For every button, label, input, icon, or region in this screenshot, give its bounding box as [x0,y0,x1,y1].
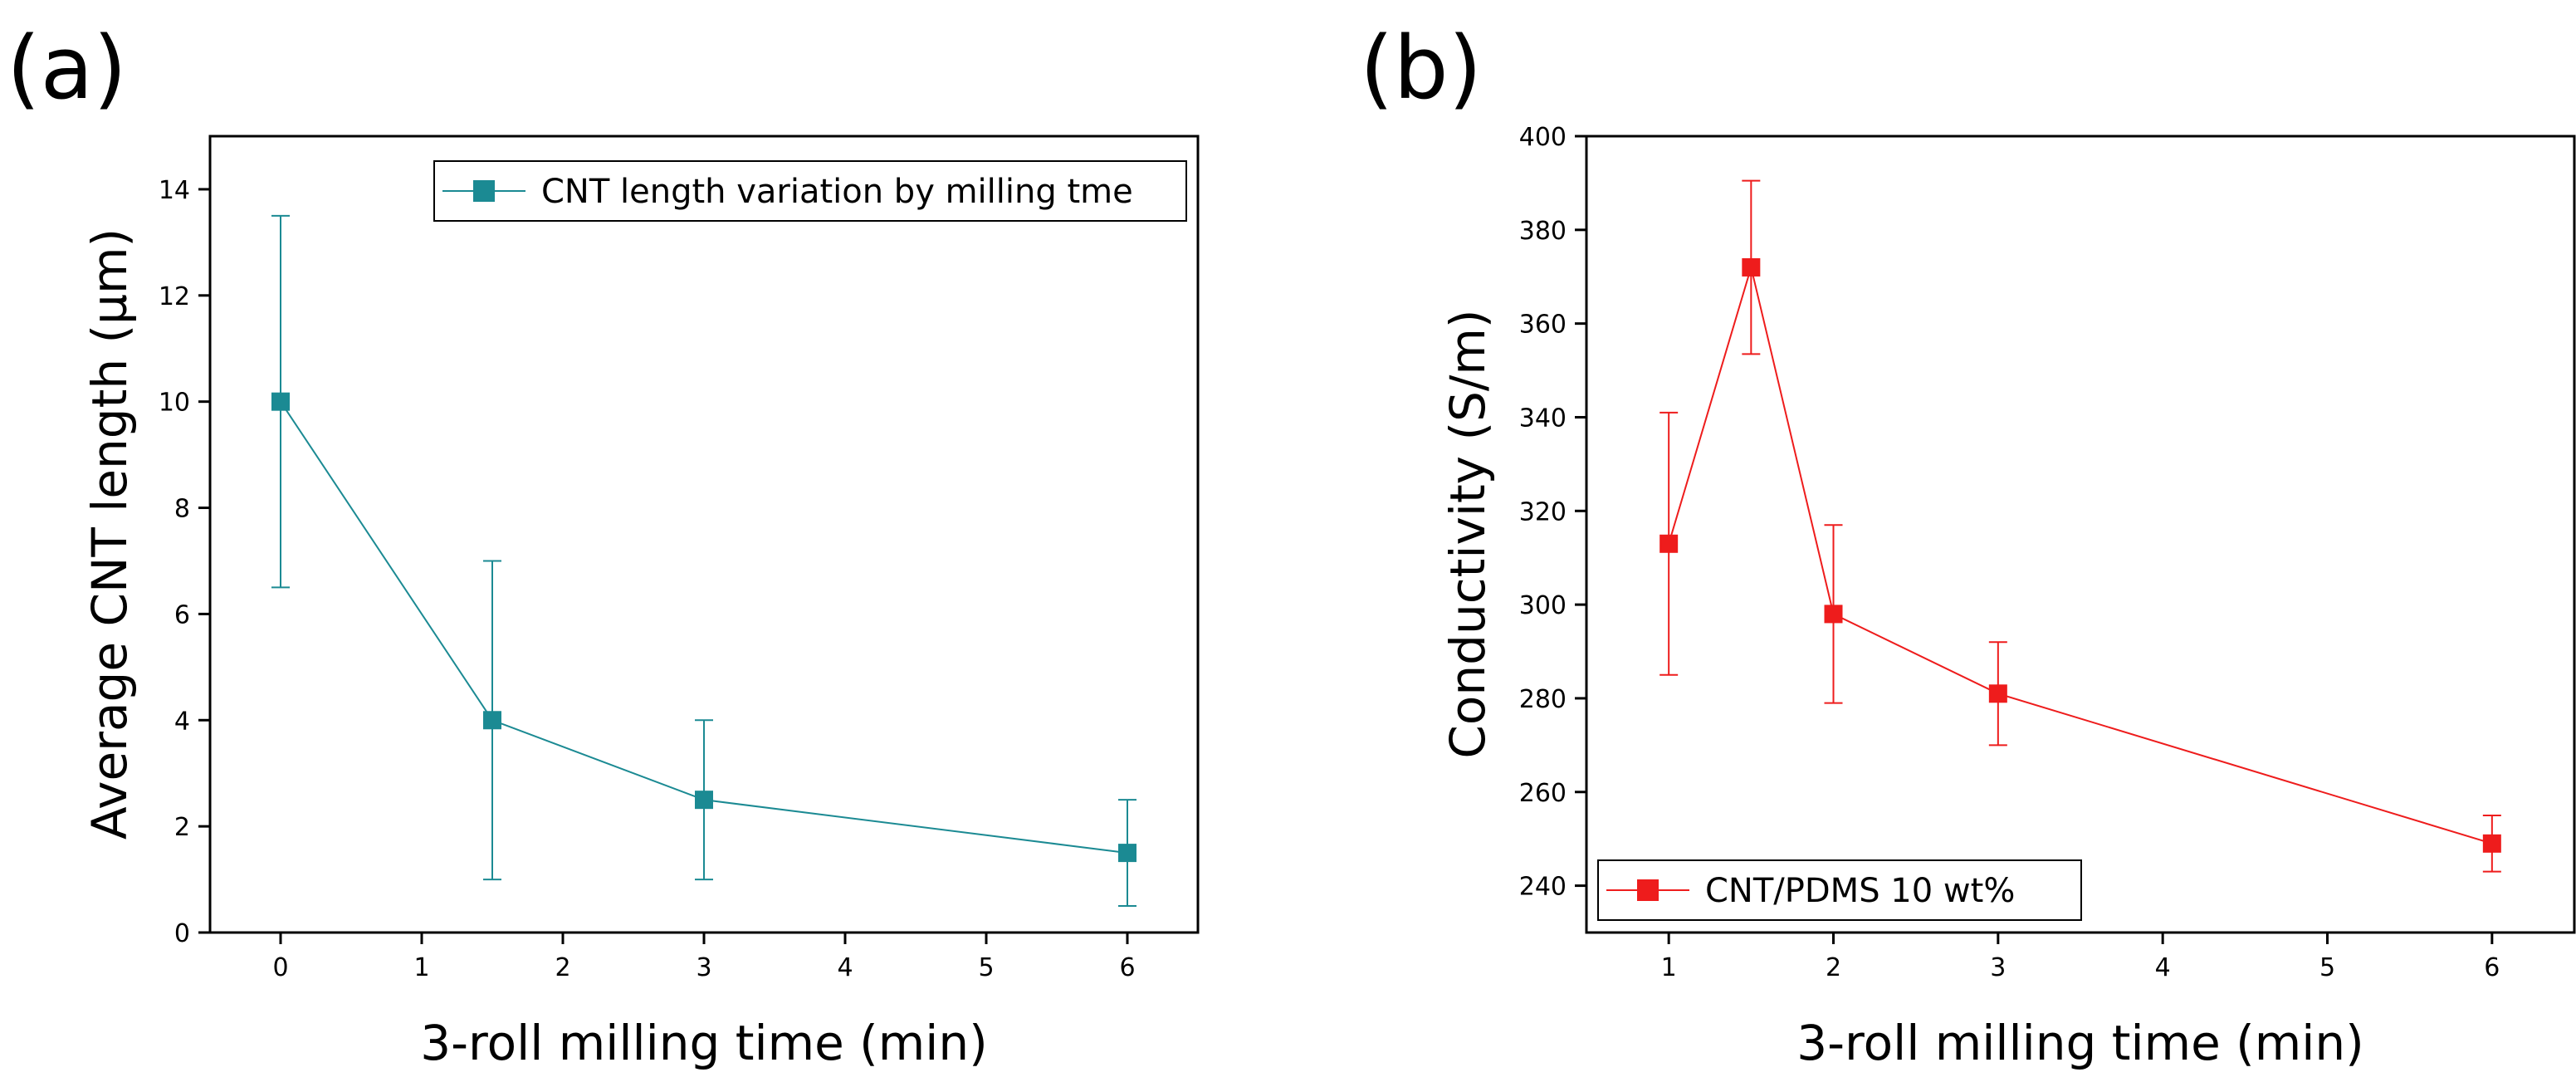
y-tick-label-b-8: 400 [1519,123,1567,152]
series-lines-a [280,401,1128,854]
y-tick-label-a-5: 10 [159,389,190,418]
y-tick-label-a-2: 4 [174,707,190,736]
data-point-b-0 [1659,534,1679,553]
data-markers-b [1659,257,2501,853]
y-tick-label-b-7: 380 [1519,217,1567,246]
y-tick-label-b-0: 240 [1519,873,1567,902]
x-axis-ticks-b: 1 2 3 4 5 6 [1661,933,2500,982]
x-tick-label-a-3: 3 [696,953,711,982]
data-point-b-3 [1988,684,2007,703]
x-axis-title-b: 3-roll milling time (min) [1796,1015,2364,1071]
x-tick-label-b-3: 4 [2155,953,2171,982]
x-tick-label-b-1: 2 [1826,953,1841,982]
data-point-a-1 [483,711,501,730]
x-tick-label-b-4: 5 [2319,953,2335,982]
chart-panel-b: (b) 1 2 3 4 5 6 240 260 280 300 320 340 360 380 400 3… [1360,17,2576,1071]
data-point-a-3 [1118,844,1136,863]
y-tick-label-a-0: 0 [174,919,190,948]
x-tick-label-b-0: 1 [1661,953,1677,982]
data-point-b-1 [1742,257,1761,277]
y-axis-title-a: Average CNT length (µm) [81,228,138,840]
x-tick-label-b-5: 6 [2484,953,2500,982]
series-line-b-0 [1668,264,2493,845]
legend-marker-b [1637,879,1659,901]
data-point-b-4 [2482,834,2501,853]
x-tick-label-b-2: 3 [1990,953,2006,982]
y-tick-label-a-4: 8 [174,495,190,524]
y-tick-label-b-3: 300 [1519,591,1567,620]
y-tick-label-b-1: 260 [1519,779,1567,808]
legend-a: CNT length variation by milling tme [433,160,1187,222]
series-lines-b [1668,264,2493,845]
x-axis-ticks-a: 0 1 2 3 4 5 6 [272,933,1136,982]
y-axis-ticks-b: 240 260 280 300 320 340 360 380 400 [1519,123,1586,902]
y-tick-label-b-6: 360 [1519,311,1567,340]
legend-b: CNT/PDMS 10 wt% [1597,859,2082,921]
panel-label-a: (a) [7,17,127,119]
data-point-a-0 [271,392,290,411]
x-tick-label-a-1: 1 [413,953,429,982]
y-tick-label-a-3: 6 [174,600,190,629]
x-tick-label-a-0: 0 [272,953,288,982]
y-tick-label-b-4: 320 [1519,497,1567,526]
y-tick-label-a-7: 14 [159,176,190,205]
legend-marker-a [473,180,495,202]
y-axis-title-b: Conductivity (S/m) [1440,309,1496,758]
legend-label-b: CNT/PDMS 10 wt% [1705,872,2015,910]
y-tick-label-b-5: 340 [1519,404,1567,433]
panel-label-b: (b) [1360,17,1482,119]
x-tick-label-a-5: 5 [978,953,994,982]
legend-box-a [433,160,1187,222]
data-markers-a [271,392,1136,863]
data-point-a-2 [695,791,713,810]
y-tick-label-a-6: 12 [159,282,190,311]
y-tick-label-b-2: 280 [1519,685,1567,714]
y-axis-ticks-a: 0 2 4 6 8 10 12 14 [159,176,210,948]
x-tick-label-a-2: 2 [555,953,570,982]
x-tick-label-a-6: 6 [1119,953,1135,982]
error-bars-b [1659,179,2501,873]
legend-label-a: CNT length variation by milling tme [541,173,1133,211]
x-axis-title-a: 3-roll milling time (min) [420,1015,988,1071]
plot-frame-b [1585,135,2576,934]
series-line-a-0 [280,401,1128,854]
y-tick-label-a-1: 2 [174,813,190,842]
x-tick-label-a-4: 4 [837,953,853,982]
data-point-b-2 [1824,605,1843,624]
